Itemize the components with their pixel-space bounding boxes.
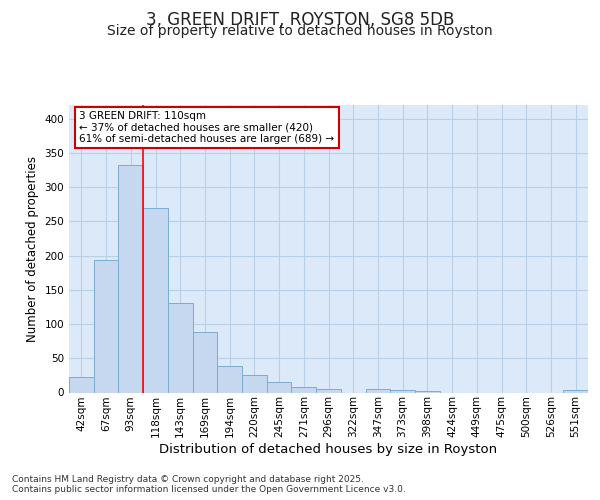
Bar [94,260,118,392]
Text: Contains HM Land Registry data © Crown copyright and database right 2025.
Contai: Contains HM Land Registry data © Crown c… [12,474,406,494]
Bar [292,387,316,392]
Bar [118,165,143,392]
Text: 3 GREEN DRIFT: 110sqm
← 37% of detached houses are smaller (420)
61% of semi-det: 3 GREEN DRIFT: 110sqm ← 37% of detached … [79,111,335,144]
Bar [390,390,415,392]
Y-axis label: Number of detached properties: Number of detached properties [26,156,39,342]
Bar [267,382,292,392]
Bar [365,389,390,392]
Bar [193,332,217,392]
Text: Size of property relative to detached houses in Royston: Size of property relative to detached ho… [107,24,493,38]
Bar [168,303,193,392]
X-axis label: Distribution of detached houses by size in Royston: Distribution of detached houses by size … [160,443,497,456]
Bar [143,208,168,392]
Bar [242,376,267,392]
Bar [217,366,242,392]
Bar [415,391,440,392]
Bar [69,378,94,392]
Bar [563,390,588,392]
Bar [316,389,341,392]
Text: 3, GREEN DRIFT, ROYSTON, SG8 5DB: 3, GREEN DRIFT, ROYSTON, SG8 5DB [146,11,454,29]
